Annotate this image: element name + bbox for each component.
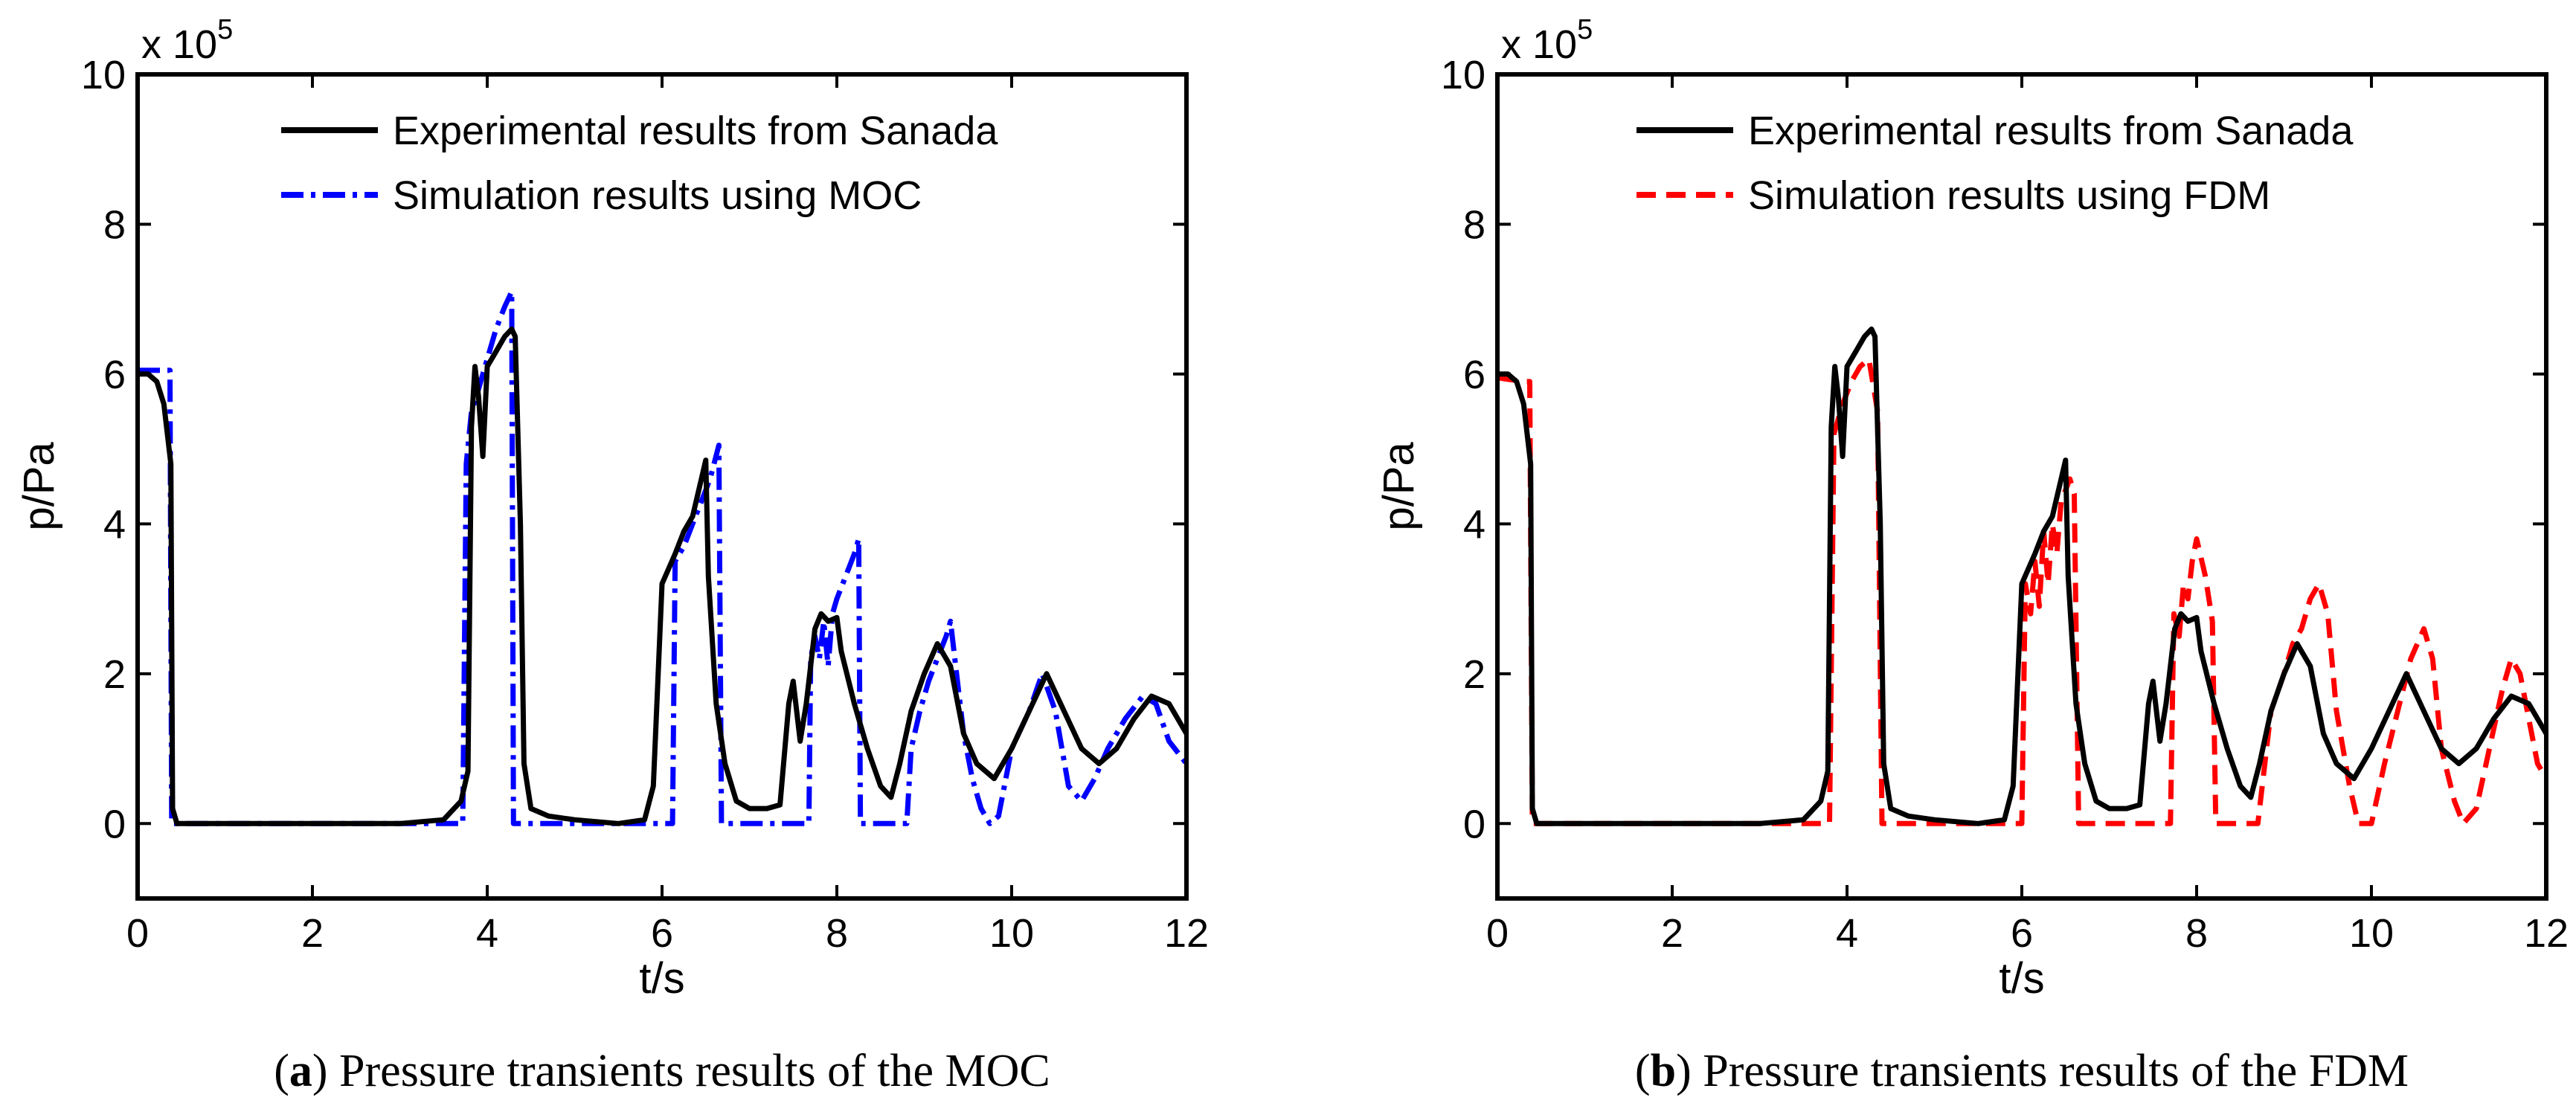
legend-label-moc: Simulation results using MOC — [393, 173, 922, 218]
plot-frame — [1495, 72, 2548, 901]
series-line-experimental — [138, 327, 1186, 826]
x-tick-label: 4 — [1836, 911, 1858, 956]
y-tick-label: 2 — [1463, 652, 1485, 697]
y-axis-label: p/Pa — [1375, 442, 1423, 531]
y-tick-label: 8 — [103, 202, 126, 247]
y-tick-label: 10 — [81, 53, 126, 97]
panel-b-fdm: x 105 0 2 4 6 8 10 0 2 4 6 8 10 12 t/s p/Pa Experim… — [1375, 14, 2569, 1096]
y-multiplier: x 105 — [1501, 14, 1593, 67]
series-line-experimental — [1497, 327, 2546, 826]
y-tick-label: 0 — [103, 802, 126, 846]
x-axis-label: t/s — [639, 954, 684, 1003]
y-tick-label: 6 — [1463, 353, 1485, 397]
series-line-simulation — [138, 289, 1186, 826]
y-tick-label: 6 — [103, 353, 126, 397]
x-tick-label: 8 — [2185, 911, 2208, 956]
legend-label-experimental: Experimental results from Sanada — [393, 109, 998, 153]
legend: Experimental results from Sanada Simulat… — [1637, 109, 2354, 218]
y-axis-label: p/Pa — [15, 442, 63, 531]
panel-a-moc: x 105 0 2 4 6 8 10 0 2 4 6 8 10 12 t/s p/Pa Experim… — [15, 14, 1209, 1096]
y-axis-ticks: 0 2 4 6 8 10 — [81, 53, 1186, 846]
y-tick-label: 4 — [103, 502, 126, 547]
y-tick-label: 10 — [1441, 53, 1485, 97]
x-tick-label: 12 — [1164, 911, 1209, 956]
series-layer — [138, 289, 1186, 826]
y-tick-label: 4 — [1463, 502, 1485, 547]
legend-label-fdm: Simulation results using FDM — [1748, 173, 2270, 218]
x-tick-label: 6 — [651, 911, 673, 956]
y-tick-label: 8 — [1463, 202, 1485, 247]
x-tick-label: 12 — [2524, 911, 2569, 956]
series-layer — [1497, 327, 2546, 826]
plot-frame — [135, 72, 1189, 901]
caption-b: (b) Pressure transients results of the F… — [1635, 1046, 2409, 1096]
x-tick-label: 0 — [126, 911, 149, 956]
series-line-simulation — [1497, 356, 2546, 826]
y-tick-label: 2 — [103, 652, 126, 697]
x-tick-label: 6 — [2011, 911, 2033, 956]
x-tick-label: 10 — [2349, 911, 2394, 956]
legend-label-experimental: Experimental results from Sanada — [1748, 109, 2354, 153]
x-tick-label: 4 — [476, 911, 498, 956]
x-tick-label: 10 — [989, 911, 1034, 956]
x-tick-label: 2 — [301, 911, 324, 956]
legend: Experimental results from Sanada Simulat… — [281, 109, 998, 218]
x-tick-label: 2 — [1661, 911, 1683, 956]
x-tick-label: 0 — [1486, 911, 1509, 956]
y-multiplier: x 105 — [141, 14, 233, 67]
x-tick-label: 8 — [826, 911, 848, 956]
y-tick-label: 0 — [1463, 802, 1485, 846]
x-axis-label: t/s — [1999, 954, 2044, 1003]
caption-a: (a) Pressure transients results of the M… — [274, 1046, 1050, 1096]
